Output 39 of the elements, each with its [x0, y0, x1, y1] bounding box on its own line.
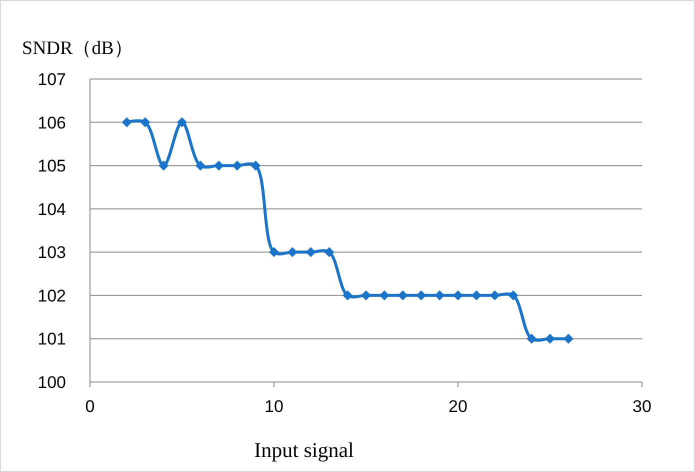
point	[526, 334, 537, 344]
y-tick-label: 103	[38, 243, 66, 262]
point	[342, 290, 353, 300]
point	[416, 290, 426, 300]
point	[361, 290, 371, 300]
point	[287, 247, 298, 258]
point	[471, 290, 482, 300]
x-tick-label: 10	[264, 397, 284, 416]
point	[195, 160, 206, 171]
point	[250, 160, 261, 171]
x-tick-label: 0	[85, 397, 95, 416]
point	[324, 247, 334, 258]
point	[434, 290, 445, 300]
point	[214, 160, 224, 171]
point	[398, 290, 408, 300]
y-tick-label: 102	[38, 286, 66, 306]
x-tick-label: 30	[632, 397, 652, 416]
point	[563, 334, 574, 344]
point	[122, 117, 132, 128]
point	[306, 247, 316, 258]
y-tick-label: 101	[38, 330, 66, 349]
y-tick-label: 105	[38, 156, 66, 176]
x-tick-label: 20	[448, 397, 468, 416]
point	[140, 117, 150, 128]
x-axis-title: Input signal	[254, 438, 354, 462]
point	[379, 290, 390, 300]
point	[269, 247, 279, 258]
point	[490, 290, 500, 300]
point	[158, 160, 169, 171]
point	[177, 117, 187, 128]
point	[508, 290, 518, 300]
point	[453, 290, 463, 300]
point	[232, 160, 242, 171]
y-tick-label: 104	[38, 200, 66, 219]
y-tick-label: 106	[38, 113, 66, 132]
point	[545, 334, 555, 344]
y-axis-title: SNDR（dB）	[22, 38, 133, 59]
y-tick-label: 107	[38, 70, 66, 89]
y-tick-label: 100	[38, 373, 66, 392]
